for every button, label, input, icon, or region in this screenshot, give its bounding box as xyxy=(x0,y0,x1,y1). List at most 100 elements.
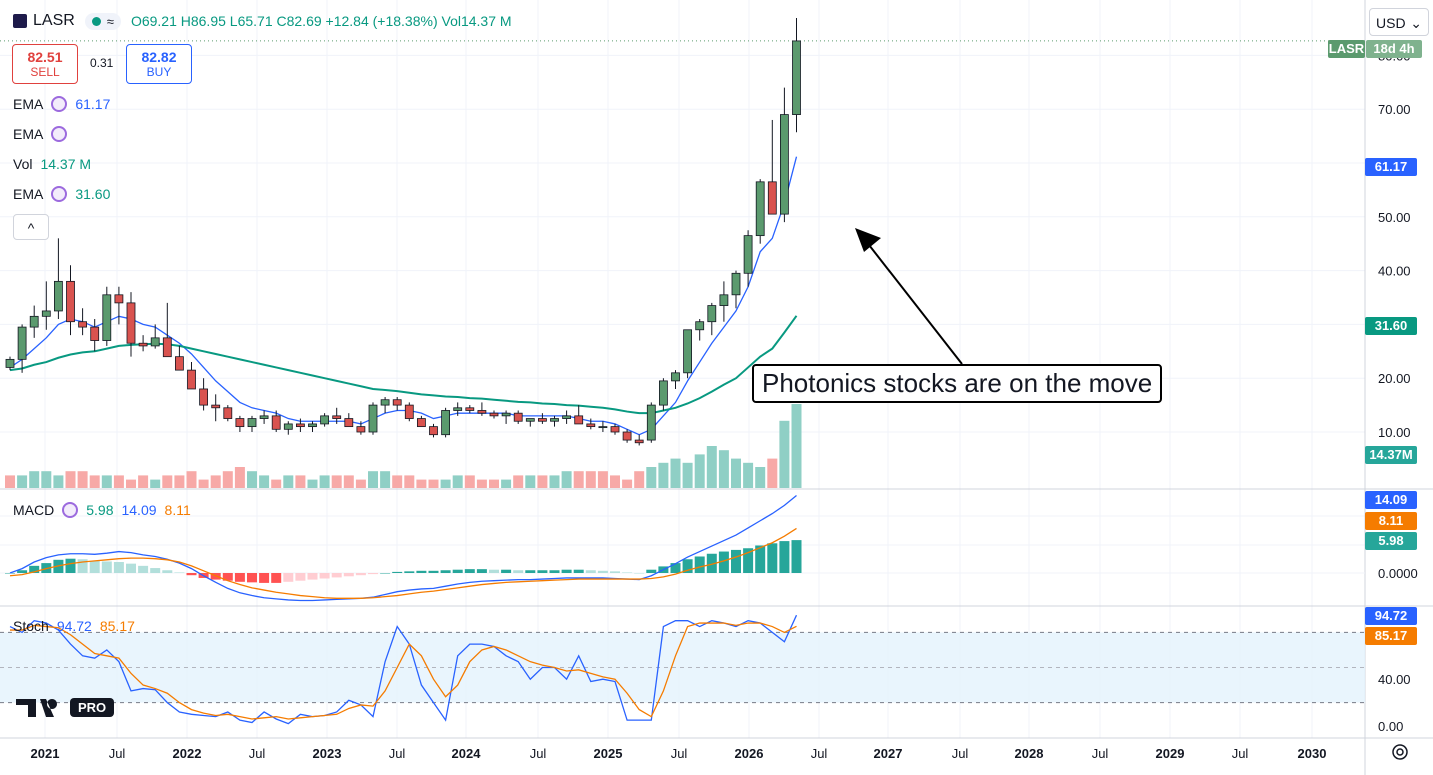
time-axis-tick: Jul xyxy=(1232,746,1249,761)
candle-body xyxy=(271,415,281,430)
time-axis-tick: Jul xyxy=(1092,746,1109,761)
macd-histogram-bar xyxy=(731,549,741,573)
candle-body xyxy=(259,415,269,419)
ema-slow-legend[interactable]: EMA 31.60 xyxy=(13,186,110,202)
price-axis-tick: 10.00 xyxy=(1378,425,1411,440)
candle-body xyxy=(465,407,475,411)
macd-histogram-bar xyxy=(670,563,681,573)
macd-histogram-bar xyxy=(501,569,512,573)
candle-body xyxy=(66,280,75,323)
macd-histogram-bar xyxy=(307,573,318,580)
refresh-icon[interactable] xyxy=(51,186,68,202)
candle-body xyxy=(41,310,51,317)
currency-select[interactable]: USD ⌄ xyxy=(1369,8,1429,36)
candle-body xyxy=(538,418,547,422)
volume-bar xyxy=(513,475,524,488)
macd-histogram-bar xyxy=(791,540,802,573)
macd-histogram-bar xyxy=(162,570,173,573)
candle-body xyxy=(416,418,426,428)
volume-bar xyxy=(416,479,427,488)
candle-body xyxy=(247,418,257,428)
volume-bar xyxy=(585,471,596,488)
volume-bar xyxy=(476,479,487,488)
buy-button[interactable]: 82.82 BUY xyxy=(126,44,192,84)
candle-body xyxy=(683,329,692,374)
macd-axis-tick: 0.0000 xyxy=(1378,566,1418,581)
annotation-arrow-head xyxy=(855,228,881,252)
refresh-icon[interactable] xyxy=(62,502,79,518)
volume-bar xyxy=(234,467,245,488)
macd-line xyxy=(9,495,797,602)
volume-bar xyxy=(174,475,185,488)
volume-bar xyxy=(779,420,790,488)
candle-body xyxy=(223,407,233,419)
candle-body xyxy=(54,280,63,312)
annotation-arrow-line xyxy=(861,235,963,365)
stoch-k-value: 94.72 xyxy=(56,618,92,634)
ema-fast-axis-badge: 61.17 xyxy=(1365,158,1417,176)
collapse-legend-button[interactable]: ^ xyxy=(13,214,49,240)
countdown-badge: 18d 4h xyxy=(1366,40,1422,58)
sell-button[interactable]: 82.51 SELL xyxy=(12,44,78,84)
candle-body xyxy=(695,321,705,331)
macd-legend[interactable]: MACD 5.98 14.09 8.11 xyxy=(13,502,191,518)
settings-gear-icon[interactable] xyxy=(1390,742,1410,762)
refresh-icon[interactable] xyxy=(51,96,68,112)
candle-body xyxy=(550,418,559,422)
candle-body xyxy=(780,114,789,215)
ema-fast-label: EMA xyxy=(13,96,44,112)
volume-bar xyxy=(53,475,64,488)
stoch-d-axis-badge: 85.17 xyxy=(1365,627,1417,645)
candle-body xyxy=(586,423,596,428)
volume-bar xyxy=(368,471,378,488)
ema-second-legend[interactable]: EMA xyxy=(13,126,75,142)
macd-histogram-bar xyxy=(706,553,717,573)
candle-body xyxy=(477,410,487,414)
macd-histogram-bar xyxy=(126,563,136,573)
volume-bar xyxy=(198,479,209,488)
chevron-down-icon: ⌄ xyxy=(1410,15,1422,31)
volume-bar xyxy=(210,475,221,488)
candle-body xyxy=(598,426,608,429)
candle-body xyxy=(562,415,571,419)
pro-badge: PRO xyxy=(70,698,115,717)
stoch-legend[interactable]: Stoch 94.72 85.17 xyxy=(13,618,135,634)
candle-body xyxy=(574,415,584,425)
last-price-symbol-badge: LASR xyxy=(1328,40,1365,58)
stoch-axis-tick: 0.00 xyxy=(1378,719,1403,734)
macd-histogram-bar xyxy=(404,571,415,573)
macd-histogram-bar xyxy=(247,573,257,583)
tv-logo-icon xyxy=(16,698,58,717)
time-axis-tick: Jul xyxy=(811,746,828,761)
candle-body xyxy=(187,369,196,390)
macd-histogram-bar xyxy=(113,562,124,573)
volume-bar xyxy=(319,475,330,488)
macd-histogram-bar xyxy=(65,558,76,573)
candle-body xyxy=(344,418,354,428)
candle-body xyxy=(320,415,330,425)
ema-fast-legend[interactable]: EMA 61.17 xyxy=(13,96,110,112)
candle-body xyxy=(356,426,366,433)
candle-body xyxy=(17,326,27,360)
volume-bar xyxy=(331,475,342,488)
time-axis-tick: 2029 xyxy=(1156,746,1185,761)
symbol-name[interactable]: LASR xyxy=(33,12,75,29)
candle-body xyxy=(743,235,753,274)
volume-bar xyxy=(658,462,669,488)
candle-body xyxy=(429,426,438,436)
tradingview-logo[interactable]: PRO xyxy=(16,698,115,717)
macd-histogram-bar xyxy=(694,556,705,573)
ohlc-values: O69.21 H86.95 L65.71 C82.69 +12.84 (+18.… xyxy=(130,13,512,29)
volume-legend[interactable]: Vol 14.37 M xyxy=(13,156,91,172)
volume-bar xyxy=(634,471,645,488)
market-status-pill[interactable]: ≈ xyxy=(84,12,121,30)
currency-value: USD xyxy=(1376,15,1406,31)
candle-body xyxy=(392,399,402,406)
macd-histogram-bar xyxy=(525,570,536,573)
annotation-callout[interactable]: Photonics stocks are on the move xyxy=(752,364,1163,403)
refresh-icon[interactable] xyxy=(51,126,68,142)
macd-histogram-bar xyxy=(743,548,754,573)
volume-bar xyxy=(706,446,717,488)
macd-histogram-bar xyxy=(476,569,487,573)
